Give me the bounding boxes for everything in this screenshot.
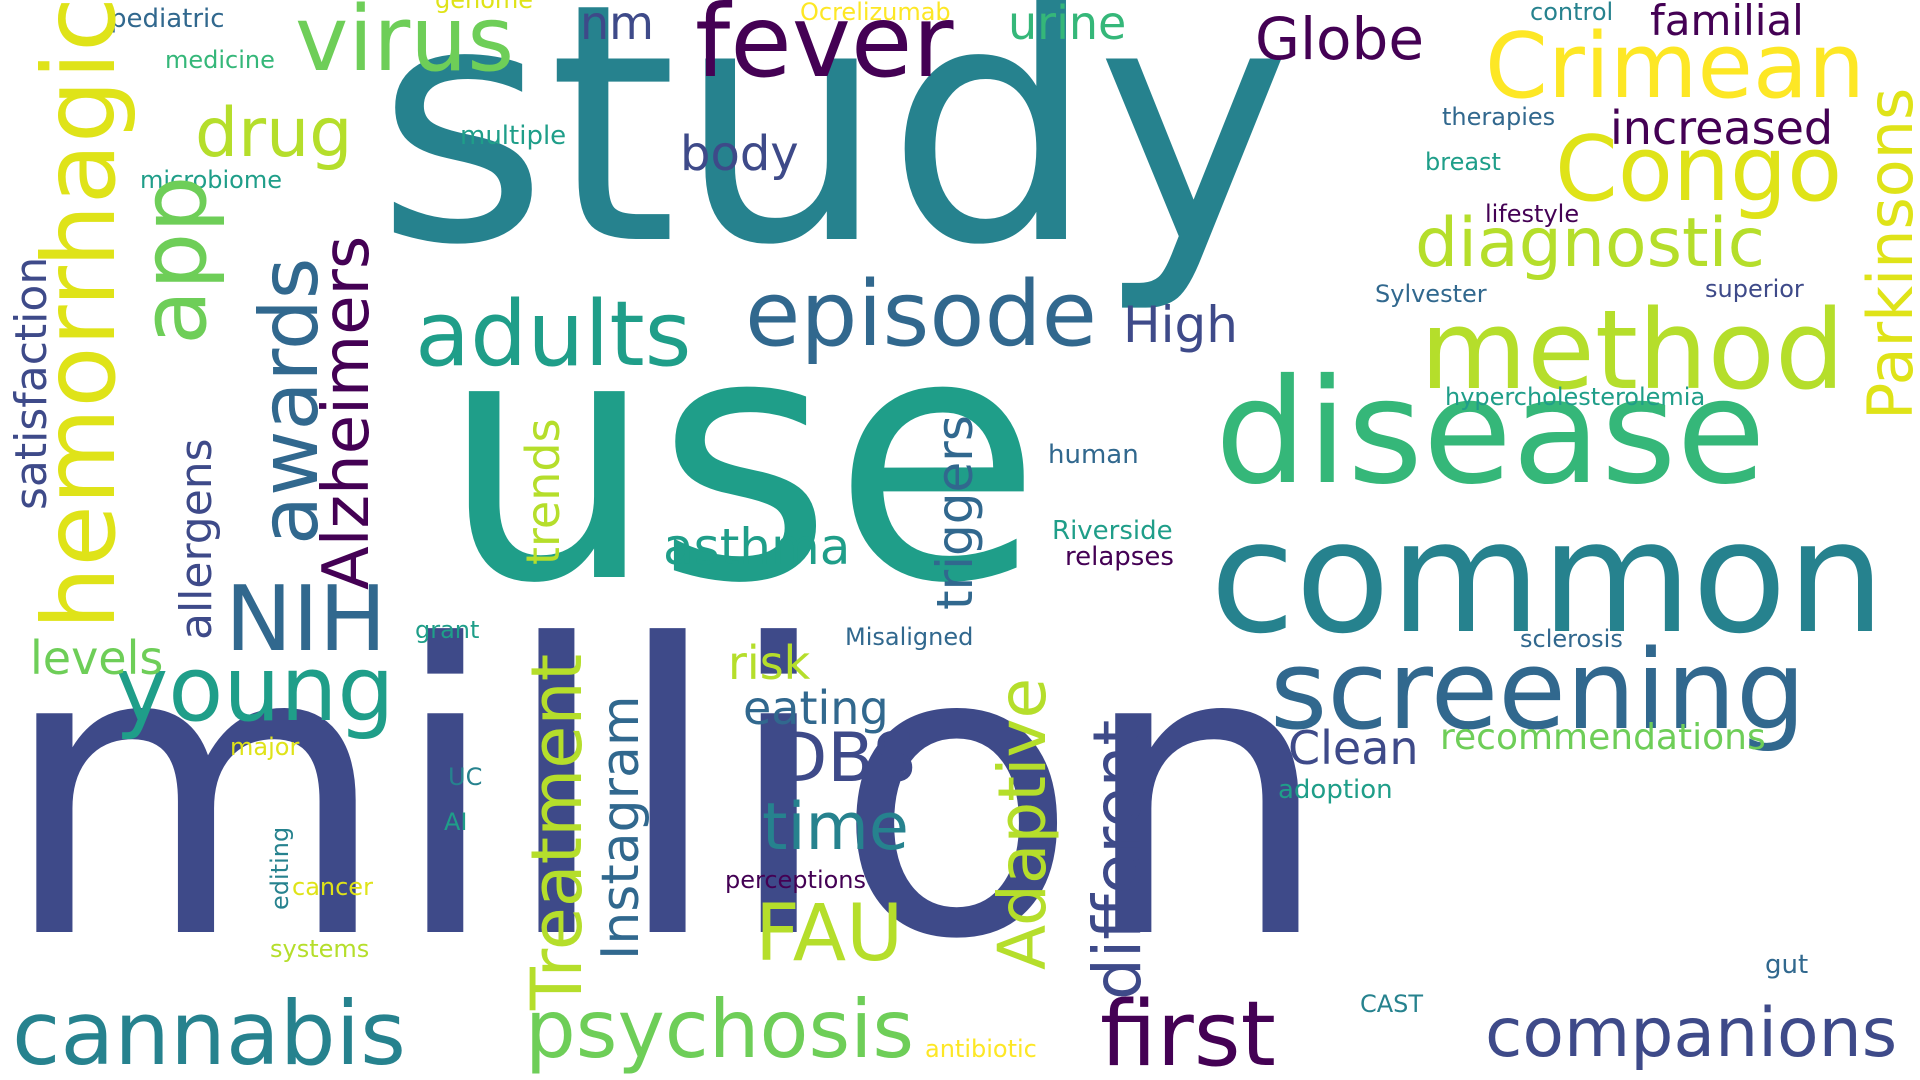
word-asthma: asthma <box>663 518 851 576</box>
word-riverside: Riverside <box>1052 516 1173 546</box>
word-parkinsons: Parkinsons <box>1854 87 1920 420</box>
word-levels: levels <box>30 631 164 685</box>
word-dbs: DBS <box>775 719 916 798</box>
word-high: High <box>1123 296 1238 354</box>
word-therapies: therapies <box>1442 103 1556 131</box>
word-app: app <box>122 175 227 345</box>
word-cannabis: cannabis <box>12 982 406 1080</box>
word-fau: FAU <box>755 889 904 979</box>
word-episode: episode <box>745 262 1097 367</box>
word-urine: urine <box>1008 0 1127 50</box>
word-congo: Congo <box>1555 117 1843 222</box>
word-familial: familial <box>1650 0 1804 45</box>
word-globe: Globe <box>1255 5 1425 73</box>
word-genome: genome <box>435 0 534 14</box>
word-hypercholesterolemia: hypercholesterolemia <box>1445 383 1706 411</box>
word-adults: adults <box>415 282 692 387</box>
word-allergens: allergens <box>171 438 222 640</box>
word-cancer: cancer <box>292 873 373 901</box>
word-control: control <box>1530 0 1614 26</box>
word-nm: nm <box>580 0 654 50</box>
word-million: million <box>0 562 1333 1027</box>
word-systems: systems <box>270 935 370 963</box>
word-editing: editing <box>266 826 294 910</box>
word-trends: trends <box>516 418 570 565</box>
word-misaligned: Misaligned <box>845 623 974 651</box>
word-study: study <box>376 0 1292 317</box>
word-ai: AI <box>444 808 468 836</box>
word-diagnostic: diagnostic <box>1415 204 1765 283</box>
word-multiple: multiple <box>460 121 567 151</box>
word-medicine: medicine <box>165 46 275 74</box>
word-gut: gut <box>1765 950 1809 980</box>
word-grant: grant <box>415 616 480 644</box>
word-sylvester: Sylvester <box>1375 280 1487 308</box>
word-time: time <box>762 790 909 865</box>
word-human: human <box>1048 440 1139 470</box>
word-major: major <box>230 733 300 761</box>
word-risk: risk <box>728 636 811 690</box>
word-eating: eating <box>743 681 889 735</box>
word-instagram: Instagram <box>591 695 651 960</box>
word-perceptions: perceptions <box>725 866 867 894</box>
word-screening: screening <box>1270 626 1806 754</box>
word-lifestyle: lifestyle <box>1485 200 1580 228</box>
word-drug: drug <box>195 94 353 173</box>
word-crimean: Crimean <box>1485 14 1866 119</box>
word-satisfaction: satisfaction <box>6 256 57 510</box>
word-antibiotic: antibiotic <box>925 1035 1037 1063</box>
word-sclerosis: sclerosis <box>1520 625 1623 653</box>
word-young: young <box>115 637 395 742</box>
word-ocrelizumab: Ocrelizumab <box>800 0 951 26</box>
word-disease: disease <box>1215 348 1766 517</box>
word-cast: CAST <box>1360 990 1424 1018</box>
word-virus: virus <box>295 0 515 92</box>
word-breast: breast <box>1425 148 1501 176</box>
word-alzheimers: Alzheimers <box>310 235 384 590</box>
word-companions: companions <box>1485 994 1898 1073</box>
word-superior: superior <box>1705 275 1804 303</box>
word-microbiome: microbiome <box>140 166 282 194</box>
word-use: use <box>440 262 1042 658</box>
word-relapses: relapses <box>1065 542 1174 572</box>
word-pediatric: pediatric <box>110 4 225 34</box>
word-first: first <box>1100 982 1276 1080</box>
word-uc: UC <box>448 763 483 791</box>
word-different: different <box>1079 719 1156 1000</box>
word-clean: Clean <box>1288 721 1419 775</box>
word-adoption: adoption <box>1278 775 1393 805</box>
word-fever: fever <box>695 0 954 100</box>
word-method: method <box>1420 286 1845 414</box>
word-recommendations: recommendations <box>1440 717 1766 758</box>
word-common: common <box>1210 487 1886 668</box>
word-triggers: triggers <box>926 415 984 610</box>
word-treatment: Treatment <box>516 653 598 1010</box>
word-increased: increased <box>1610 101 1834 155</box>
word-adaptive: Adaptive <box>984 677 1061 970</box>
word-nih: NIH <box>225 567 387 672</box>
word-body: body <box>680 126 799 182</box>
word-psychosis: psychosis <box>525 983 915 1076</box>
